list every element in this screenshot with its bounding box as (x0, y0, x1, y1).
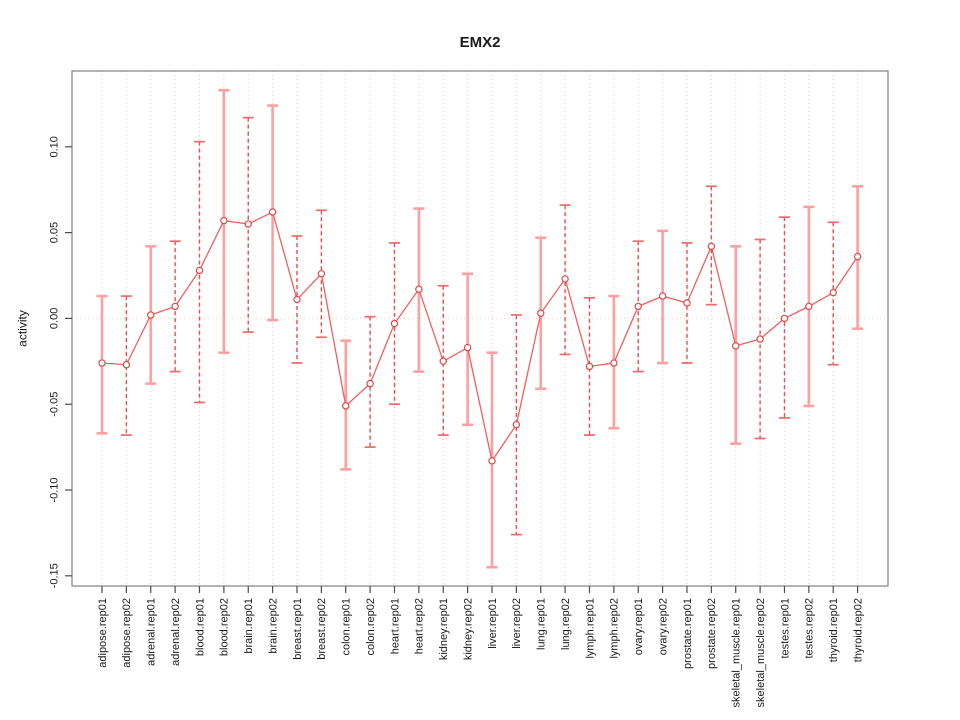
x-tick-label: ovary.rep02 (657, 598, 669, 655)
data-point (537, 309, 545, 317)
data-point (512, 421, 521, 429)
x-tick-label: brain.rep02 (267, 598, 279, 654)
data-point (561, 275, 569, 283)
data-point (805, 302, 813, 311)
x-tick-label: lung.rep02 (560, 598, 572, 650)
y-tick-label: 0.05 (49, 222, 61, 243)
x-tick-label: adipose.rep02 (121, 598, 133, 668)
x-tick-label: prostate.rep02 (706, 598, 718, 669)
x-tick-label: skeletal_muscle.rep02 (755, 598, 767, 707)
data-point (707, 242, 716, 251)
data-point (439, 357, 447, 365)
x-tick-label: blood.rep01 (194, 598, 206, 656)
x-tick-label: adrenal.rep01 (146, 598, 158, 666)
data-point (244, 220, 252, 228)
data-point (488, 457, 496, 465)
x-tick-label: brain.rep01 (243, 598, 255, 654)
x-tick-label: skeletal_muscle.rep01 (731, 598, 743, 707)
x-tick-label: breast.rep02 (316, 598, 328, 660)
y-tick-label: -0.10 (49, 477, 61, 502)
x-tick-label: liver.rep02 (511, 598, 523, 649)
data-point (683, 299, 691, 307)
y-axis-label: activity (16, 310, 30, 347)
y-tick-label: 0.10 (49, 136, 61, 157)
data-point (610, 359, 618, 367)
data-point (634, 302, 642, 311)
x-tick-label: blood.rep02 (219, 598, 231, 656)
x-tick-label: adipose.rep01 (97, 598, 109, 668)
data-point (732, 342, 740, 350)
data-point (829, 288, 837, 297)
y-tick-label: 0.00 (49, 308, 61, 329)
x-tick-label: lymph.rep02 (609, 598, 621, 659)
data-point (122, 361, 131, 369)
data-point (463, 343, 472, 352)
data-point (390, 319, 399, 328)
data-point (342, 402, 350, 410)
plot-box (71, 70, 889, 587)
series-line (101, 211, 859, 463)
data-point (98, 359, 106, 367)
chart-title: EMX2 (460, 34, 501, 51)
data-point (317, 270, 326, 278)
x-tick-label: breast.rep01 (292, 598, 304, 660)
x-tick-label: thyroid.rep02 (852, 598, 864, 662)
data-point (171, 302, 179, 311)
data-point (293, 295, 301, 304)
x-tick-label: heart.rep02 (414, 598, 426, 654)
x-tick-label: colon.rep01 (341, 598, 353, 656)
data-point (366, 379, 374, 388)
x-tick-label: kidney.rep01 (438, 598, 450, 660)
data-point (658, 292, 667, 300)
x-tick-label: lymph.rep01 (584, 598, 596, 659)
x-tick-label: liver.rep01 (487, 598, 499, 649)
x-tick-label: thyroid.rep01 (828, 598, 840, 662)
x-tick-label: kidney.rep02 (462, 598, 474, 660)
data-point (585, 362, 594, 371)
data-point (195, 266, 204, 275)
plot-area: 0.10 0.05 0.00 -0.05 -0.10 -0.15 adipose.rep01… (49, 70, 889, 707)
data-point (147, 311, 155, 319)
y-tick-label: -0.05 (49, 392, 61, 417)
x-tick-label: heart.rep01 (389, 598, 401, 654)
data-point (756, 335, 764, 343)
x-tick-label: colon.rep02 (365, 598, 377, 656)
data-point (780, 314, 789, 323)
x-tick-label: testes.rep02 (804, 598, 816, 659)
x-tick-label: ovary.rep01 (633, 598, 645, 655)
x-tick-label: prostate.rep01 (682, 598, 694, 669)
x-tick-label: testes.rep01 (779, 598, 791, 659)
data-point (853, 252, 862, 261)
data-point (220, 216, 228, 225)
data-point (268, 208, 277, 216)
x-tick-label: lung.rep01 (536, 598, 548, 650)
data-point (415, 285, 423, 293)
y-tick-label: -0.15 (49, 563, 61, 588)
x-tick-label: adrenal.rep02 (170, 598, 182, 666)
